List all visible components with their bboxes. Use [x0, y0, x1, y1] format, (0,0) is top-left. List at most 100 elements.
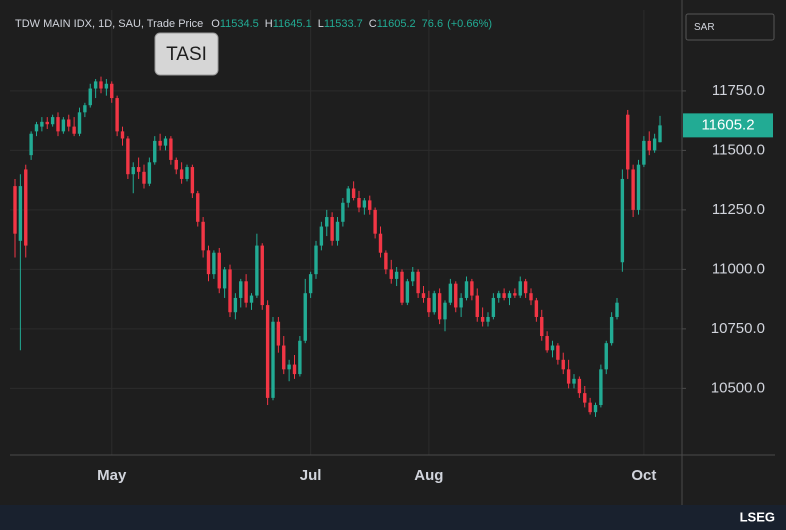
- candle-body: [448, 283, 453, 303]
- ohlc-label: C: [369, 18, 377, 30]
- candle-body: [282, 345, 286, 370]
- candle-body: [244, 281, 248, 303]
- header-legend: TDW MAIN IDX, 1D, SAU, Trade Price O11534…: [15, 18, 492, 30]
- y-tick-label: 10500.0: [711, 379, 765, 396]
- candle-body: [459, 297, 463, 308]
- candle-body: [464, 281, 469, 298]
- footer: [0, 505, 786, 530]
- candle-body: [179, 169, 184, 179]
- candle-body: [346, 188, 350, 203]
- candle-body: [153, 140, 157, 163]
- candle-body: [24, 169, 28, 246]
- candle-body: [572, 378, 576, 384]
- candle-body: [142, 171, 146, 184]
- candle-body: [416, 271, 420, 294]
- candle-body: [405, 281, 410, 303]
- candle-body: [67, 119, 71, 127]
- currency-box[interactable]: [685, 13, 775, 41]
- y-tick-label: 11250.0: [712, 201, 765, 218]
- candle-body: [609, 316, 614, 344]
- candle-body: [335, 221, 340, 241]
- candle-body: [577, 378, 582, 394]
- candle-body: [486, 316, 490, 322]
- currency: SAR: [694, 22, 715, 33]
- candle-body: [260, 245, 264, 306]
- candle-body: [588, 402, 592, 413]
- candle-body: [341, 202, 345, 222]
- candle-body: [437, 293, 442, 320]
- candle-body: [604, 343, 608, 370]
- x-tick-label: Oct: [631, 467, 656, 484]
- candle-body: [185, 167, 189, 179]
- candle-body: [56, 117, 60, 132]
- candle-body: [357, 197, 361, 208]
- candle-body: [620, 178, 625, 263]
- last-price-box: [683, 113, 773, 138]
- candle-body: [658, 125, 662, 143]
- candle-body: [271, 321, 275, 398]
- candle-body: [104, 83, 109, 89]
- y-tick-label: 11500.0: [712, 141, 765, 158]
- candle-body: [556, 345, 560, 360]
- candle-body: [126, 138, 130, 175]
- ohlc-value: 11605.2: [377, 18, 416, 30]
- candle-body: [502, 293, 506, 298]
- candle-body: [389, 269, 393, 279]
- change: 76.6: [422, 18, 443, 30]
- candle-body: [115, 98, 119, 132]
- candle-body: [330, 217, 334, 241]
- candle-body: [652, 138, 657, 151]
- candle-body: [110, 83, 114, 99]
- x-tick-label: May: [97, 467, 127, 484]
- candle-body: [368, 200, 372, 210]
- candle-body: [217, 252, 221, 289]
- candle-body: [276, 321, 281, 346]
- ohlc-value: 11645.1: [273, 18, 312, 30]
- candle-body: [631, 169, 635, 210]
- candle-body: [550, 345, 555, 351]
- chart-title: TASI: [166, 44, 207, 65]
- candle-body: [201, 221, 205, 251]
- candle-body: [249, 295, 254, 303]
- candle-body: [163, 138, 168, 146]
- candle-body: [373, 209, 377, 234]
- candle-body: [40, 121, 44, 127]
- candle-body: [636, 164, 641, 210]
- y-tick-label: 11750.0: [712, 82, 765, 99]
- x-tick-label: Jul: [300, 467, 322, 484]
- candle-body: [540, 316, 544, 337]
- ohlc-label: O: [211, 18, 220, 30]
- candle-body: [61, 119, 66, 132]
- candle-body: [255, 245, 259, 296]
- candle-body: [432, 293, 436, 313]
- candle-body: [480, 316, 485, 322]
- candle-body: [319, 226, 324, 246]
- y-tick-label: 11000.0: [712, 260, 765, 277]
- candle-body: [120, 131, 125, 139]
- candle-body: [50, 117, 55, 125]
- candle-body: [421, 293, 426, 298]
- last-price: 11605.2: [701, 116, 754, 133]
- candle-body: [593, 405, 598, 413]
- candle-body: [77, 112, 82, 134]
- candle-body: [136, 167, 141, 172]
- candle-body: [303, 293, 307, 341]
- candle-body: [599, 369, 603, 406]
- ohlc-value: 11533.7: [324, 18, 363, 30]
- candle-body: [206, 250, 211, 275]
- title-box: [154, 32, 219, 76]
- candle-body: [507, 293, 512, 298]
- candle-body: [34, 124, 39, 132]
- candle-body: [314, 245, 318, 275]
- candle-body: [378, 233, 383, 253]
- candle-body: [83, 105, 87, 113]
- candle-body: [169, 138, 173, 160]
- candle-body: [642, 140, 646, 165]
- candle-body: [212, 252, 216, 275]
- candle-body: [475, 295, 479, 317]
- candle-body: [88, 88, 92, 106]
- candle-body: [287, 364, 291, 370]
- candle-body: [583, 393, 587, 403]
